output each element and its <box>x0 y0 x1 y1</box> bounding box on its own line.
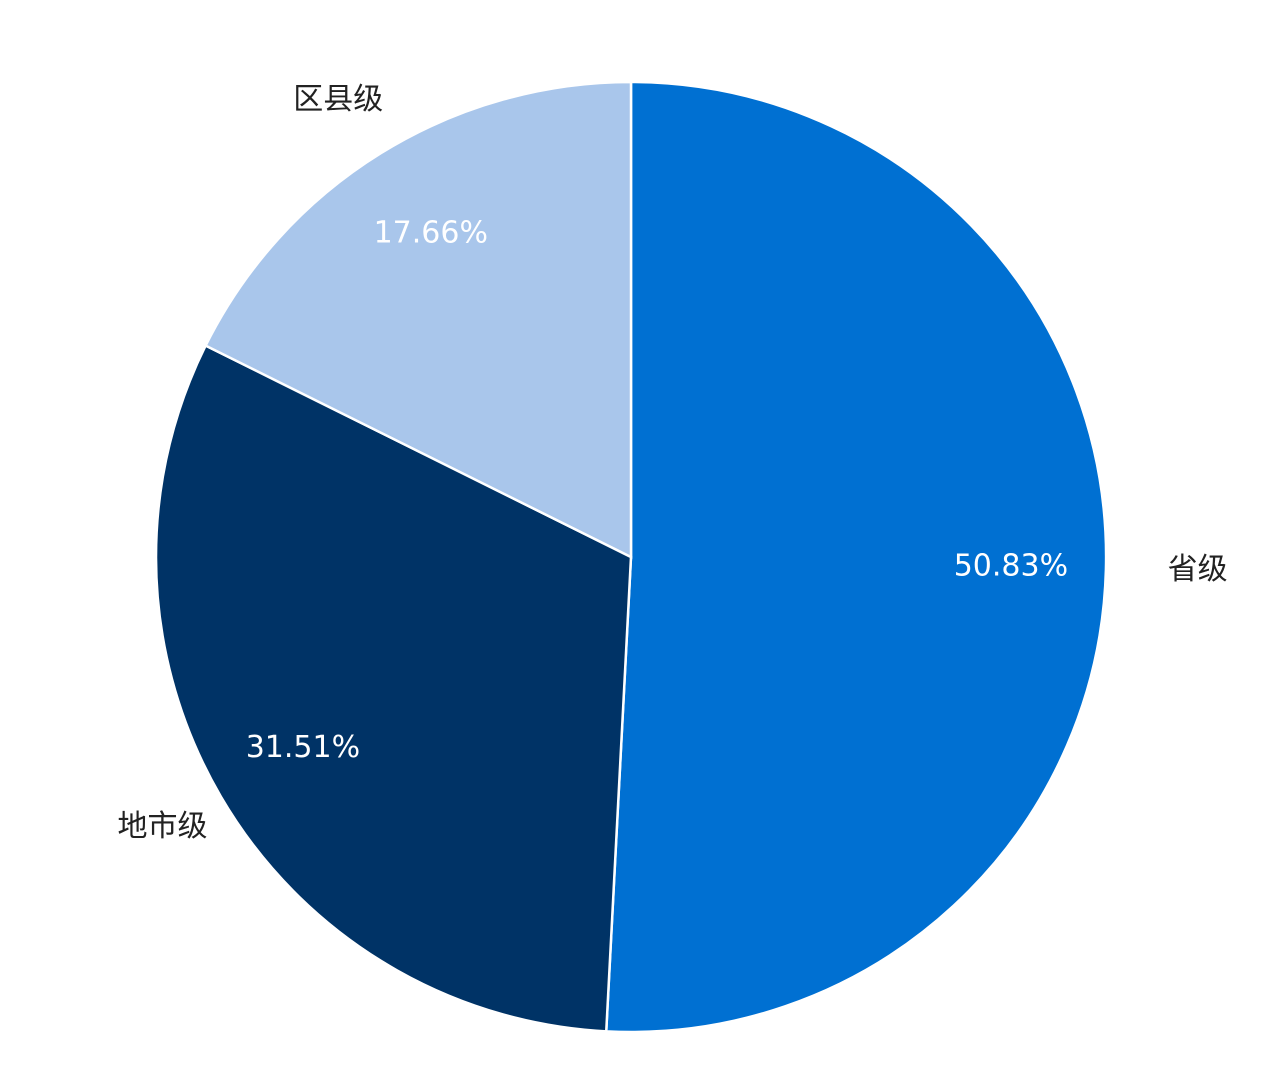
labels-layer: 50.83% 省级 31.51% 地市级 17.66% 区县级 <box>118 82 1228 844</box>
slices-layer <box>154 80 1108 1034</box>
slice-percent-label: 50.83% <box>954 548 1068 583</box>
slice-category-label: 地市级 <box>118 809 208 844</box>
slice-percent-label: 17.66% <box>374 216 488 251</box>
slice-category-label: 区县级 <box>293 82 383 117</box>
slice-category-label: 省级 <box>1168 552 1228 587</box>
pie-slice <box>604 80 1108 1034</box>
pie-slice <box>154 343 633 1033</box>
slice-percent-label: 31.51% <box>246 730 360 765</box>
pie-slice <box>203 80 633 560</box>
